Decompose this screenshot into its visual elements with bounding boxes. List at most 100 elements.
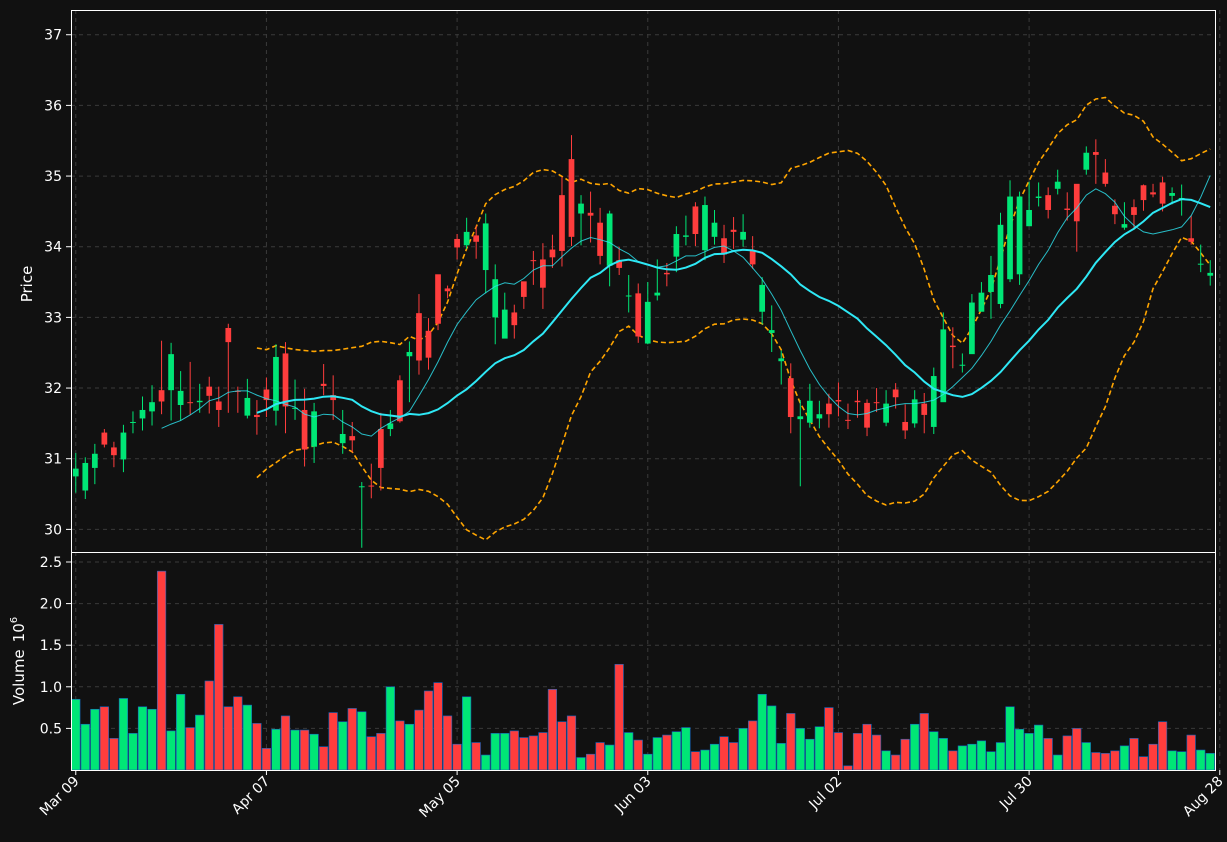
candle-body (406, 352, 413, 357)
volume-bar (90, 708, 100, 771)
volume-bar (1186, 734, 1196, 771)
candle-body (1064, 208, 1071, 210)
volume-bar (862, 723, 872, 771)
volume-bar (1062, 735, 1072, 771)
volume-bar (585, 753, 596, 771)
candle-body (740, 231, 746, 240)
volume-bar (852, 733, 863, 771)
volume-bar (957, 745, 967, 771)
volume-bar (395, 720, 405, 771)
volume-bar (376, 733, 386, 771)
candle-body (978, 292, 985, 312)
volume-y-ticks: 0.5 1.0 1.5 2.0 2.5 (40, 555, 71, 737)
volume-bar (576, 757, 586, 771)
volume-bar (1024, 733, 1034, 771)
price-tick-label: 31 (44, 452, 62, 468)
volume-tick-label: 1.0 (40, 680, 62, 696)
candle-body (1131, 207, 1137, 215)
volume-bar (929, 731, 939, 771)
candle-body (482, 223, 489, 271)
candle-body (787, 378, 794, 418)
candle-body (416, 313, 422, 361)
volume-bar (309, 733, 319, 771)
candle-body (254, 414, 260, 418)
candle-body (1073, 183, 1080, 222)
volume-tick-label: 2.5 (40, 555, 62, 571)
volume-bar (566, 715, 577, 771)
volume-bar (814, 726, 824, 771)
price-tick-label: 30 (44, 522, 62, 538)
candle-body (1207, 272, 1214, 276)
candle-body (1197, 263, 1204, 265)
volume-bar (1081, 742, 1091, 771)
candle-body (463, 231, 470, 246)
candle-body (139, 409, 146, 419)
volume-bar (519, 737, 529, 771)
candle-body (158, 390, 165, 402)
volume-bar (1119, 745, 1130, 771)
volume-bar (767, 705, 777, 771)
candle-body (177, 390, 184, 406)
candle-body (91, 453, 98, 468)
candle-body (492, 279, 499, 318)
volume-bar (509, 730, 519, 771)
candle-body (959, 364, 966, 366)
volume-bar (843, 765, 853, 771)
candle-body (892, 389, 899, 398)
volume-bar (900, 738, 910, 771)
volume-bar (690, 751, 701, 771)
candle-body (1083, 152, 1090, 170)
candle-body (930, 376, 937, 427)
candle-body (111, 447, 117, 456)
volume-bar (557, 721, 567, 771)
volume-bar (128, 733, 138, 771)
volume-bar (662, 734, 672, 771)
candle-body (673, 234, 680, 257)
volume-bar (176, 693, 186, 771)
volume-bar (118, 698, 129, 771)
candle-body (911, 399, 918, 424)
volume-bar (938, 738, 948, 771)
candle-body (130, 421, 136, 423)
candle-body (120, 432, 127, 460)
volume-bar (891, 754, 901, 771)
volume-axis-label-base: 10 (10, 623, 28, 642)
volume-bar (433, 682, 443, 771)
candle-body (768, 330, 775, 333)
volume-bar (214, 624, 224, 771)
candle-body (663, 272, 670, 275)
volume-bar (1177, 751, 1187, 771)
candle-body (454, 238, 460, 248)
candle-body (1121, 224, 1128, 228)
candle-body (311, 411, 317, 447)
candle-body (244, 397, 251, 416)
volume-bar (1043, 738, 1053, 771)
volume-bar (452, 743, 462, 771)
volume-bar (547, 688, 558, 771)
volume-bar (528, 735, 538, 771)
volume-bar (147, 708, 157, 771)
candle-body (797, 416, 804, 420)
candle-body (263, 389, 270, 401)
volume-bar (299, 729, 310, 771)
candle-body (168, 354, 174, 391)
candle-body (1054, 181, 1061, 189)
candle-body (625, 295, 632, 297)
volume-bar (1034, 724, 1044, 771)
volume-bar (319, 746, 329, 771)
volume-bar (709, 743, 720, 771)
volume-bar (261, 748, 272, 771)
candle-body (1169, 193, 1175, 196)
volume-bar (871, 734, 882, 771)
volume-bar (757, 693, 767, 771)
volume-bar (328, 712, 338, 771)
volume-bar (385, 686, 395, 771)
volume-bar (910, 723, 920, 771)
candle-body (1102, 172, 1109, 184)
candle-body (435, 274, 441, 324)
volume-bar (805, 738, 815, 771)
candle-body (273, 356, 279, 411)
candle-body (330, 395, 337, 401)
volume-bar (442, 715, 453, 771)
